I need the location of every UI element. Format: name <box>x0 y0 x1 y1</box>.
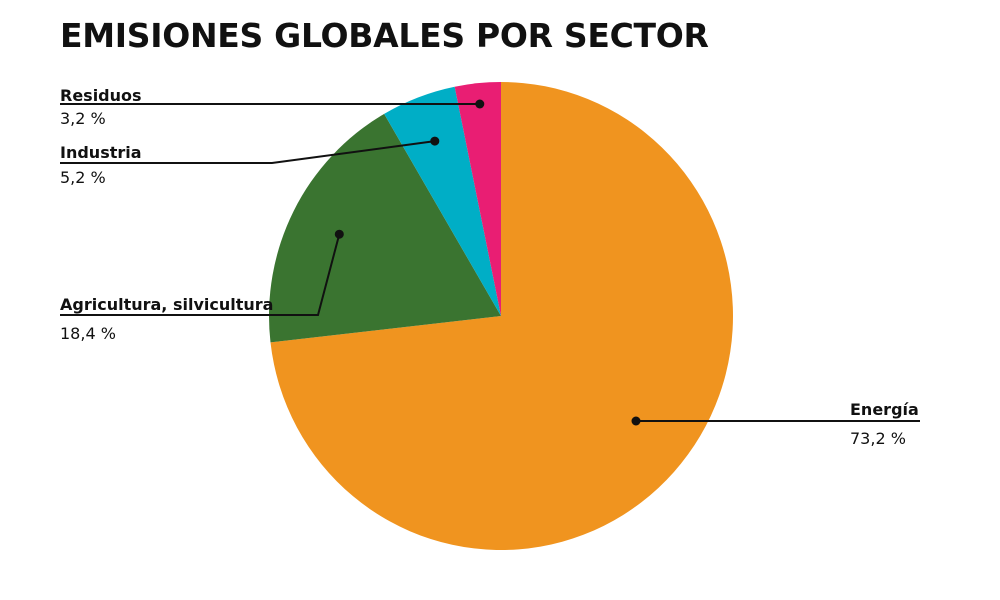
leader-dot-energia <box>631 416 641 426</box>
pie-labels: Energía 73,2 % Agricultura, silvicultura 18… <box>60 86 920 448</box>
slice-value-industria: 5,2 % <box>60 168 106 187</box>
slice-label-residuos: Residuos <box>60 86 142 105</box>
leader-line-industria <box>60 140 435 164</box>
pie-slice-agricultura-silvicultura <box>268 113 501 343</box>
leader-dot-industria <box>430 136 440 146</box>
slice-value-residuos: 3,2 % <box>60 109 106 128</box>
pie-slices <box>268 82 733 550</box>
pie-slice-energia <box>270 82 733 550</box>
slice-label-agricultura-silvicultura: Agricultura, silvicultura <box>60 295 273 314</box>
slice-label-industria: Industria <box>60 143 142 162</box>
leader-dot-agricultura-silvicultura <box>334 229 344 239</box>
slice-label-energia: Energía <box>850 400 919 419</box>
leader-line-agricultura-silvicultura <box>60 233 341 316</box>
slice-value-energia: 73,2 % <box>850 429 906 448</box>
leader-dot-residuos <box>475 99 485 109</box>
chart-title: EMISIONES GLOBALES POR SECTOR <box>60 16 709 55</box>
pie-slice-residuos <box>454 82 501 316</box>
slice-value-agricultura-silvicultura: 18,4 % <box>60 324 116 343</box>
